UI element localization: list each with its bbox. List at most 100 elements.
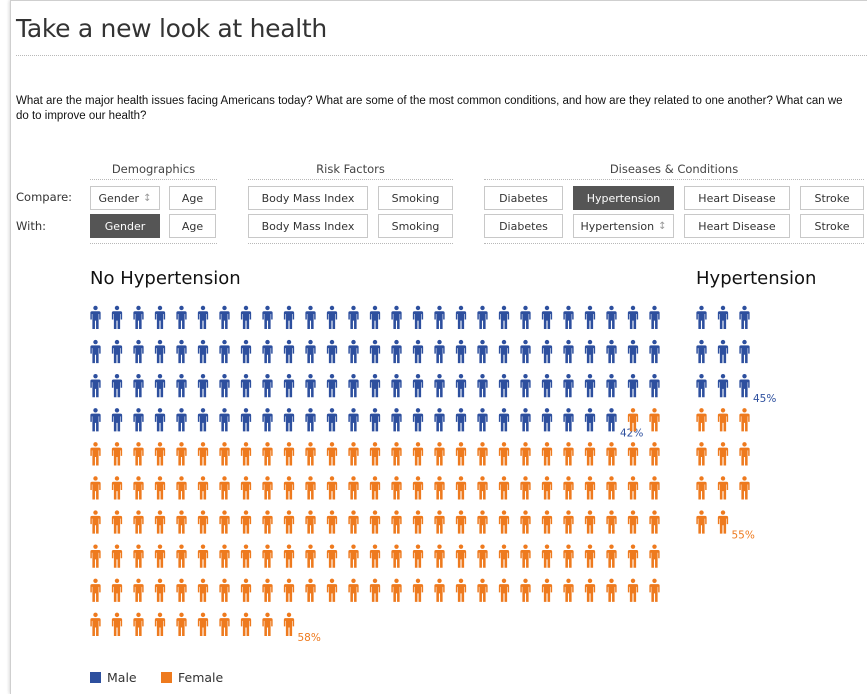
person-icon-male [154, 305, 166, 330]
with-smoking-button[interactable]: Smoking [378, 214, 453, 238]
group-divider-diseases [484, 179, 864, 180]
person-icon-female [520, 510, 531, 534]
person-icon-female [563, 544, 574, 568]
person-icon-female [627, 578, 639, 602]
person-icon-female [369, 442, 381, 466]
person-icon-female [391, 578, 402, 602]
compare-smoking-button[interactable]: Smoking [378, 186, 453, 210]
person-icon-female [133, 442, 144, 466]
with-diabetes-button[interactable]: Diabetes [484, 214, 563, 238]
title-divider [16, 55, 867, 56]
group-bottom-divider-demographics [90, 243, 217, 244]
person-icon-female [606, 476, 617, 500]
person-icon-male [455, 305, 467, 330]
person-icon-female [455, 442, 467, 466]
person-icon-female [326, 476, 338, 500]
person-icon-female [739, 476, 750, 500]
person-icon-male [434, 408, 445, 432]
with-bmi-button[interactable]: Body Mass Index [248, 214, 368, 238]
person-icon-male [520, 408, 531, 432]
person-icon-female [434, 442, 445, 466]
with-heart-disease-button[interactable]: Heart Disease [684, 214, 790, 238]
person-icon-female [305, 510, 316, 534]
person-icon-male [176, 373, 187, 398]
compare-gender-button[interactable]: Gender ↕ [90, 186, 160, 210]
person-icon-female [305, 578, 316, 602]
person-icon-female [90, 476, 101, 500]
compare-stroke-button[interactable]: Stroke [800, 186, 864, 210]
person-icon-female [391, 442, 402, 466]
person-icon-male [240, 339, 252, 364]
person-icon-male [283, 373, 295, 398]
person-icon-male [262, 373, 273, 398]
intro-text: What are the major health issues facing … [16, 95, 843, 122]
person-icon-male [219, 373, 230, 398]
person-icon-female [197, 442, 209, 466]
person-icon-male [283, 339, 295, 364]
with-stroke-button[interactable]: Stroke [800, 214, 864, 238]
person-icon-male [154, 373, 166, 398]
person-icon-female [305, 544, 316, 568]
person-icon-male [197, 339, 209, 364]
person-icon-male [412, 305, 424, 330]
compare-heart-disease-button[interactable]: Heart Disease [684, 186, 790, 210]
with-age-button[interactable]: Age [169, 214, 216, 238]
person-icon-male [262, 339, 273, 364]
compare-age-button[interactable]: Age [169, 186, 216, 210]
person-icon-male [369, 408, 381, 432]
person-icon-male [520, 373, 531, 398]
person-icon-female [477, 578, 488, 602]
person-icon-female [133, 476, 144, 500]
person-icon-female [197, 612, 209, 636]
legend-label-male: Male [107, 670, 137, 685]
person-icon-male [739, 373, 750, 398]
person-icon-male [369, 339, 381, 364]
person-icon-female [219, 442, 230, 466]
person-icon-female [240, 442, 252, 466]
person-icon-female [627, 544, 639, 568]
person-icon-male [283, 408, 295, 432]
person-icon-female [326, 544, 338, 568]
person-icon-female [197, 544, 209, 568]
person-icon-male [391, 373, 402, 398]
person-icon-male [111, 305, 123, 330]
person-icon-female [455, 578, 467, 602]
with-gender-button[interactable]: Gender [90, 214, 160, 238]
person-icon-male [111, 408, 123, 432]
person-icon-female [283, 544, 295, 568]
person-icon-female [326, 578, 338, 602]
group-bottom-divider-risk-factors [248, 243, 453, 244]
with-hypertension-button[interactable]: Hypertension ↕ [573, 214, 674, 238]
person-icon-male [197, 373, 209, 398]
compare-bmi-button[interactable]: Body Mass Index [248, 186, 368, 210]
person-icon-female [563, 578, 574, 602]
person-icon-male [133, 373, 144, 398]
person-icon-female [176, 612, 187, 636]
compare-hypertension-button[interactable]: Hypertension [573, 186, 674, 210]
person-icon-male [348, 373, 359, 398]
person-icon-female [434, 476, 445, 500]
person-icon-female [584, 510, 596, 534]
person-icon-female [584, 578, 596, 602]
person-icon-female [455, 510, 467, 534]
person-icon-female [391, 510, 402, 534]
person-icon-female [176, 578, 187, 602]
person-icon-female [154, 612, 166, 636]
person-icon-male [606, 305, 617, 330]
with-label: With: [16, 219, 46, 233]
person-icon-male [498, 305, 510, 330]
person-icon-male [176, 305, 187, 330]
person-icon-female [348, 510, 359, 534]
person-icon-male [240, 373, 252, 398]
person-icon-male [326, 339, 338, 364]
group-divider-risk-factors [248, 179, 453, 180]
person-icon-male [197, 408, 209, 432]
person-icon-female [90, 544, 101, 568]
person-icon-female [176, 544, 187, 568]
person-icon-male [348, 305, 359, 330]
person-icon-female [563, 442, 574, 466]
compare-diabetes-button[interactable]: Diabetes [484, 186, 563, 210]
person-icon-female [240, 544, 252, 568]
person-icon-female [498, 578, 510, 602]
